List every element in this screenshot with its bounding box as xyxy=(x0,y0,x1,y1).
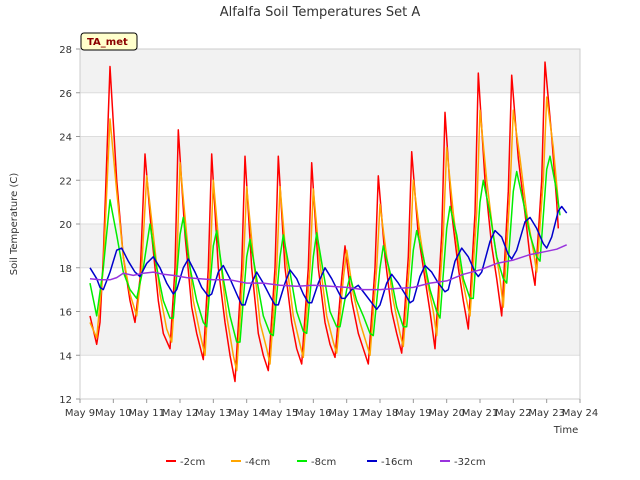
y-tick-label: 24 xyxy=(59,133,72,144)
series-layer xyxy=(89,61,568,383)
y-tick-label: 18 xyxy=(59,264,72,275)
series-line-2cmcm xyxy=(89,61,560,383)
background-band xyxy=(80,136,580,181)
x-tick-label: May 13 xyxy=(195,408,232,419)
y-tick-label: 22 xyxy=(59,176,72,187)
y-axis-label: Soil Temperature (C) xyxy=(9,173,20,276)
background-band xyxy=(80,355,580,399)
x-tick-label: May 10 xyxy=(95,408,132,419)
y-tick-label: 12 xyxy=(59,395,72,406)
background-band xyxy=(80,49,580,93)
legend: -2cm -4cm -8cm -16cm -32cm xyxy=(166,457,486,468)
x-tick-label: May 18 xyxy=(362,408,399,419)
background-band xyxy=(80,92,580,137)
y-tick-label: 20 xyxy=(59,220,72,231)
x-tick-label: May 9 xyxy=(65,408,95,419)
x-tick-label: May 21 xyxy=(462,408,499,419)
legend-label: -16cm xyxy=(381,457,413,468)
x-tick-label: May 24 xyxy=(562,408,599,419)
x-tick-label: May 20 xyxy=(428,408,465,419)
y-tick-label: 16 xyxy=(59,308,72,319)
legend-label: -4cm xyxy=(245,457,270,468)
series-line-32cmcm xyxy=(89,244,568,291)
background-band xyxy=(80,311,580,356)
x-tick-label: May 11 xyxy=(128,408,165,419)
x-axis-label: Time xyxy=(553,425,578,436)
site-annotation-label: TA_met xyxy=(87,37,128,48)
x-tick-label: May 17 xyxy=(328,408,365,419)
series-line-8cmcm xyxy=(89,155,561,343)
x-tick-label: May 14 xyxy=(228,408,265,419)
chart-title: Alfalfa Soil Temperatures Set A xyxy=(220,5,421,20)
y-tick-label: 14 xyxy=(59,351,72,362)
legend-label: -8cm xyxy=(311,457,336,468)
series-line-16cmcm xyxy=(89,205,568,311)
site-annotation: TA_met xyxy=(80,32,138,51)
x-tick-label: May 12 xyxy=(162,408,199,419)
x-tick-label: May 22 xyxy=(495,408,532,419)
legend-label: -32cm xyxy=(454,457,486,468)
y-tick-label: 28 xyxy=(59,45,72,56)
site-annotation-box xyxy=(80,32,138,51)
background-band xyxy=(80,180,580,224)
x-tick-label: May 23 xyxy=(528,408,565,419)
x-tick-label: May 19 xyxy=(395,408,432,419)
y-axis-ticks: 12 14 16 18 20 22 24 26 28 xyxy=(59,45,80,406)
x-tick-label: May 15 xyxy=(262,408,299,419)
legend-label: -2cm xyxy=(180,457,205,468)
x-tick-label: May 16 xyxy=(295,408,332,419)
y-tick-label: 26 xyxy=(59,89,72,100)
